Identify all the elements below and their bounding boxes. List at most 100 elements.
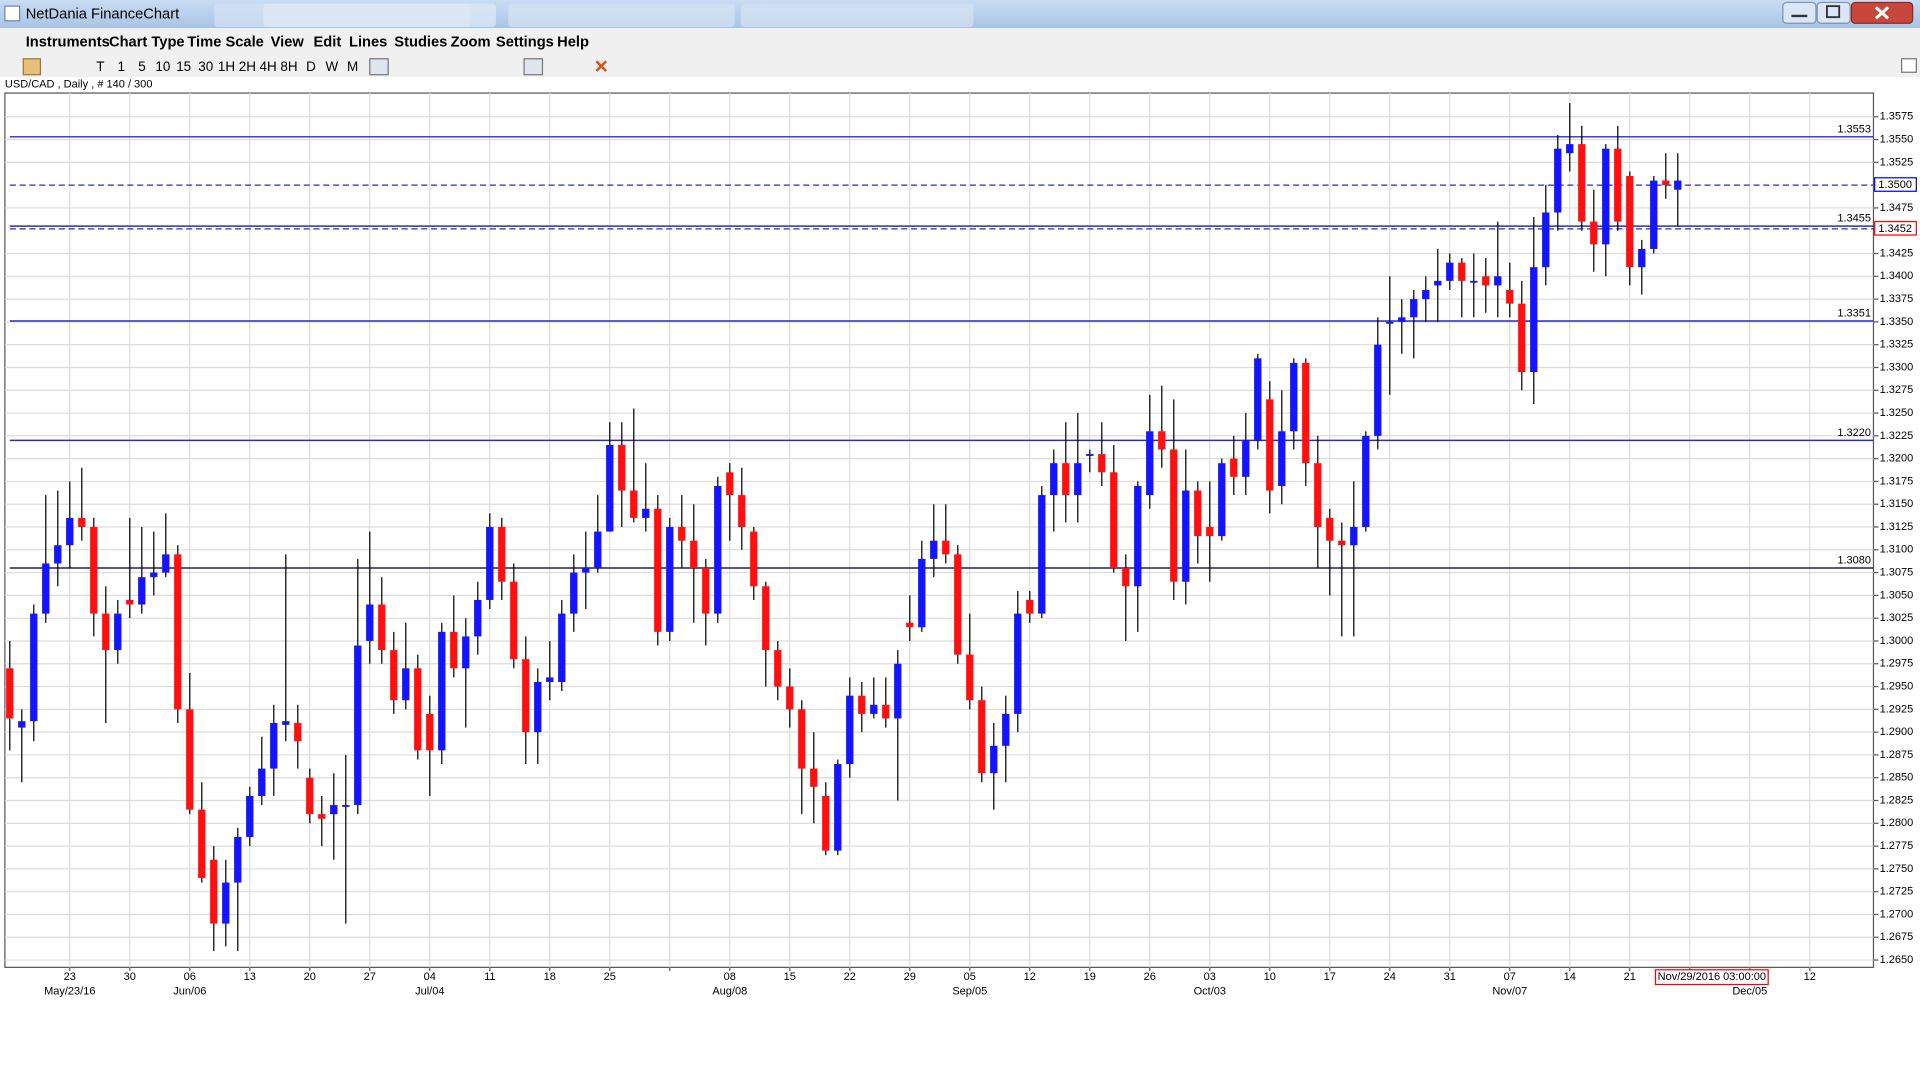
- timescale-button[interactable]: 1: [117, 59, 124, 74]
- candle-body: [1506, 289, 1514, 304]
- x-tick-label: 24: [1384, 971, 1396, 983]
- y-tick-label: 1.3075: [1880, 567, 1914, 579]
- y-tick-label: 1.3325: [1880, 339, 1914, 351]
- candle-body: [1470, 280, 1478, 283]
- timescale-button[interactable]: 30: [198, 59, 213, 74]
- candle-body: [1254, 358, 1262, 441]
- x-tick-label: 05: [964, 971, 976, 983]
- candle-body: [870, 704, 878, 714]
- timescale-button[interactable]: 1H: [218, 59, 235, 74]
- level-label: 1.3455: [1837, 213, 1871, 225]
- y-tick-label: 1.3375: [1880, 293, 1914, 305]
- timescale-button[interactable]: W: [325, 59, 338, 74]
- price-label: 1.3452: [1878, 223, 1912, 235]
- tab[interactable]: [740, 3, 974, 27]
- minimize-button[interactable]: [1782, 1, 1817, 24]
- x-tick-label: 04: [424, 971, 436, 983]
- tool-button[interactable]: [369, 58, 389, 76]
- x-month-label: Dec/05: [1732, 986, 1767, 998]
- plot-area: [4, 92, 1875, 968]
- candle-body: [54, 545, 62, 564]
- candle-body: [210, 859, 218, 924]
- y-tick-label: 1.2800: [1880, 817, 1914, 829]
- candle-body: [1014, 613, 1022, 714]
- menu-item[interactable]: Lines: [349, 35, 387, 51]
- y-tick-label: 1.3400: [1880, 270, 1914, 282]
- y-tick-label: 1.3200: [1880, 453, 1914, 465]
- candle-body: [666, 527, 674, 632]
- price-label: 1.3500: [1878, 179, 1912, 191]
- x-month-label: Oct/03: [1194, 986, 1226, 998]
- maximize-button[interactable]: [1816, 1, 1851, 24]
- tool-button[interactable]: [523, 58, 544, 76]
- menu-item[interactable]: Instruments: [26, 35, 110, 51]
- delete-icon[interactable]: [595, 60, 607, 72]
- candle-body: [1002, 713, 1010, 746]
- app-icon: [4, 5, 21, 22]
- candle-body: [858, 695, 866, 714]
- candle-body: [150, 572, 158, 578]
- instrument-info: USD/CAD , Daily , # 140 / 300: [5, 78, 153, 90]
- timescale-button[interactable]: T: [96, 59, 104, 74]
- candle-body: [1206, 527, 1214, 537]
- candle-body: [1038, 495, 1046, 614]
- menu-item[interactable]: Edit: [313, 35, 341, 51]
- timescale-button[interactable]: D: [306, 59, 316, 74]
- tab[interactable]: [263, 3, 496, 27]
- y-tick-label: 1.2925: [1880, 703, 1914, 715]
- candle-body: [198, 809, 206, 879]
- x-tick-label: 13: [244, 971, 256, 983]
- menu-item[interactable]: Help: [557, 35, 589, 51]
- timescale-button[interactable]: 4H: [260, 59, 277, 74]
- candle-body: [1626, 176, 1634, 268]
- menu-item[interactable]: Studies: [394, 35, 447, 51]
- x-tick-label: 21: [1624, 971, 1636, 983]
- candle-body: [1182, 490, 1190, 582]
- menu-item[interactable]: Zoom: [451, 35, 491, 51]
- candle-body: [642, 508, 650, 518]
- candle-body: [714, 485, 722, 614]
- menu-item[interactable]: Chart Type: [109, 35, 185, 51]
- timescale-button[interactable]: 5: [138, 59, 145, 74]
- x-tick-label: 25: [604, 971, 616, 983]
- x-tick-label: 17: [1324, 971, 1336, 983]
- timescale-button[interactable]: M: [347, 59, 358, 74]
- candle-body: [66, 517, 74, 546]
- candle-body: [1230, 458, 1238, 477]
- candle-body: [162, 554, 170, 573]
- candle-body: [1086, 454, 1094, 456]
- candle-body: [1134, 485, 1142, 587]
- candle-body: [366, 604, 374, 641]
- menu-item[interactable]: Settings: [496, 35, 554, 51]
- x-month-label: May/23/16: [44, 986, 95, 998]
- candle-body: [342, 805, 350, 807]
- candle-body: [546, 677, 554, 682]
- x-month-label: Jul/04: [415, 986, 444, 998]
- tab[interactable]: [508, 3, 735, 27]
- candle-body: [1218, 463, 1226, 537]
- menu-item[interactable]: View: [271, 35, 305, 51]
- candle-body: [450, 631, 458, 669]
- timescale-button[interactable]: 2H: [239, 59, 256, 74]
- tool-button[interactable]: [22, 58, 42, 76]
- timescale-button[interactable]: 10: [155, 59, 170, 74]
- timescale-button[interactable]: 15: [176, 59, 191, 74]
- level-label: 1.3351: [1837, 308, 1871, 320]
- candle-body: [990, 745, 998, 774]
- level-label: 1.3553: [1837, 123, 1871, 135]
- y-tick-label: 1.2775: [1880, 840, 1914, 852]
- candle-body: [834, 764, 842, 851]
- x-tick-label: 07: [1504, 971, 1516, 983]
- candle-body: [894, 663, 902, 719]
- y-tick-label: 1.3250: [1880, 407, 1914, 419]
- menu-item[interactable]: Time Scale: [187, 35, 263, 51]
- panel-button[interactable]: [1901, 58, 1917, 73]
- timescale-button[interactable]: 8H: [280, 59, 297, 74]
- candle-body: [1614, 148, 1622, 222]
- candle-body: [234, 836, 242, 883]
- candle-body: [1158, 431, 1166, 450]
- y-tick-label: 1.2725: [1880, 886, 1914, 898]
- y-tick-label: 1.2825: [1880, 794, 1914, 806]
